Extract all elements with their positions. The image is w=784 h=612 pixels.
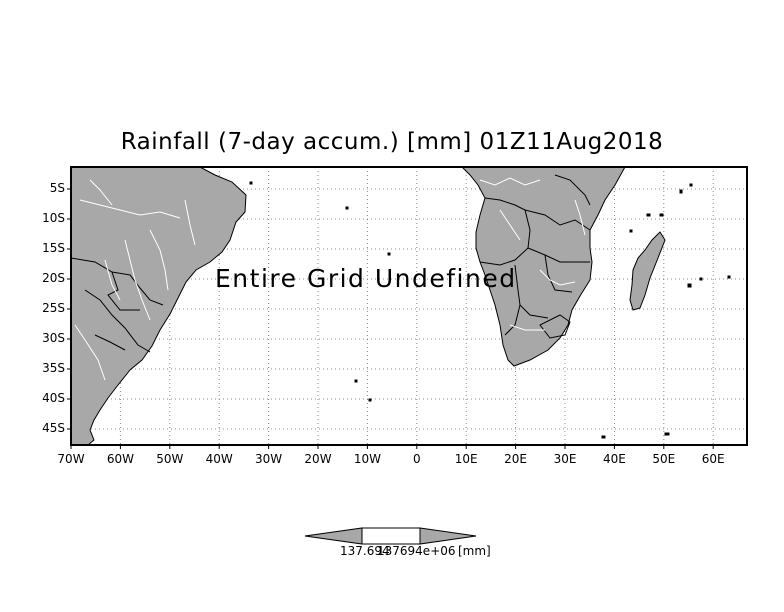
map-frame [70,166,748,446]
africa-rivers [479,177,586,331]
madagascar-landmass [629,231,666,311]
lon-label: 30E [553,452,577,466]
lat-label: 10S [42,211,65,225]
africa-borders [479,174,591,339]
small-islands [249,181,731,439]
lon-label: 60W [106,452,134,466]
south-america-borders [71,257,164,353]
south-america-rivers [74,179,196,381]
lat-label: 45S [42,421,65,435]
lon-label: 10W [353,452,381,466]
lon-label: 50E [652,452,676,466]
lon-label: 60E [701,452,725,466]
lon-label: 0 [412,452,421,466]
lat-label: 25S [42,301,65,315]
lat-label: 5S [49,181,65,195]
lon-label: 50W [156,452,184,466]
lon-label: 20W [304,452,332,466]
lat-label: 40S [42,391,65,405]
colorbar-center-box [361,527,421,545]
lon-label: 20E [504,452,528,466]
lat-label: 35S [42,361,65,375]
map-title: Rainfall (7-day accum.) [mm] 01Z11Aug201… [120,129,664,155]
colorbar-min-label: 137.694 [340,544,390,558]
colorbar-left-triangle [304,527,363,545]
lon-label: 10E [454,452,478,466]
colorbar-unit-label: [mm] [458,544,491,558]
africa-landmass [461,167,626,367]
colorbar [304,527,477,545]
south-america-landmass [71,167,247,445]
lat-label: 30S [42,331,65,345]
lon-label: 70W [57,452,85,466]
lat-label: 20S [42,271,65,285]
lon-label: 30W [255,452,283,466]
colorbar-right-triangle [419,527,477,545]
undefined-grid-message: Entire Grid Undefined [215,264,517,293]
lat-label: 15S [42,241,65,255]
lon-label: 40W [205,452,233,466]
lon-label: 40E [602,452,626,466]
colorbar-max-label: 137694e+06 [377,544,456,558]
